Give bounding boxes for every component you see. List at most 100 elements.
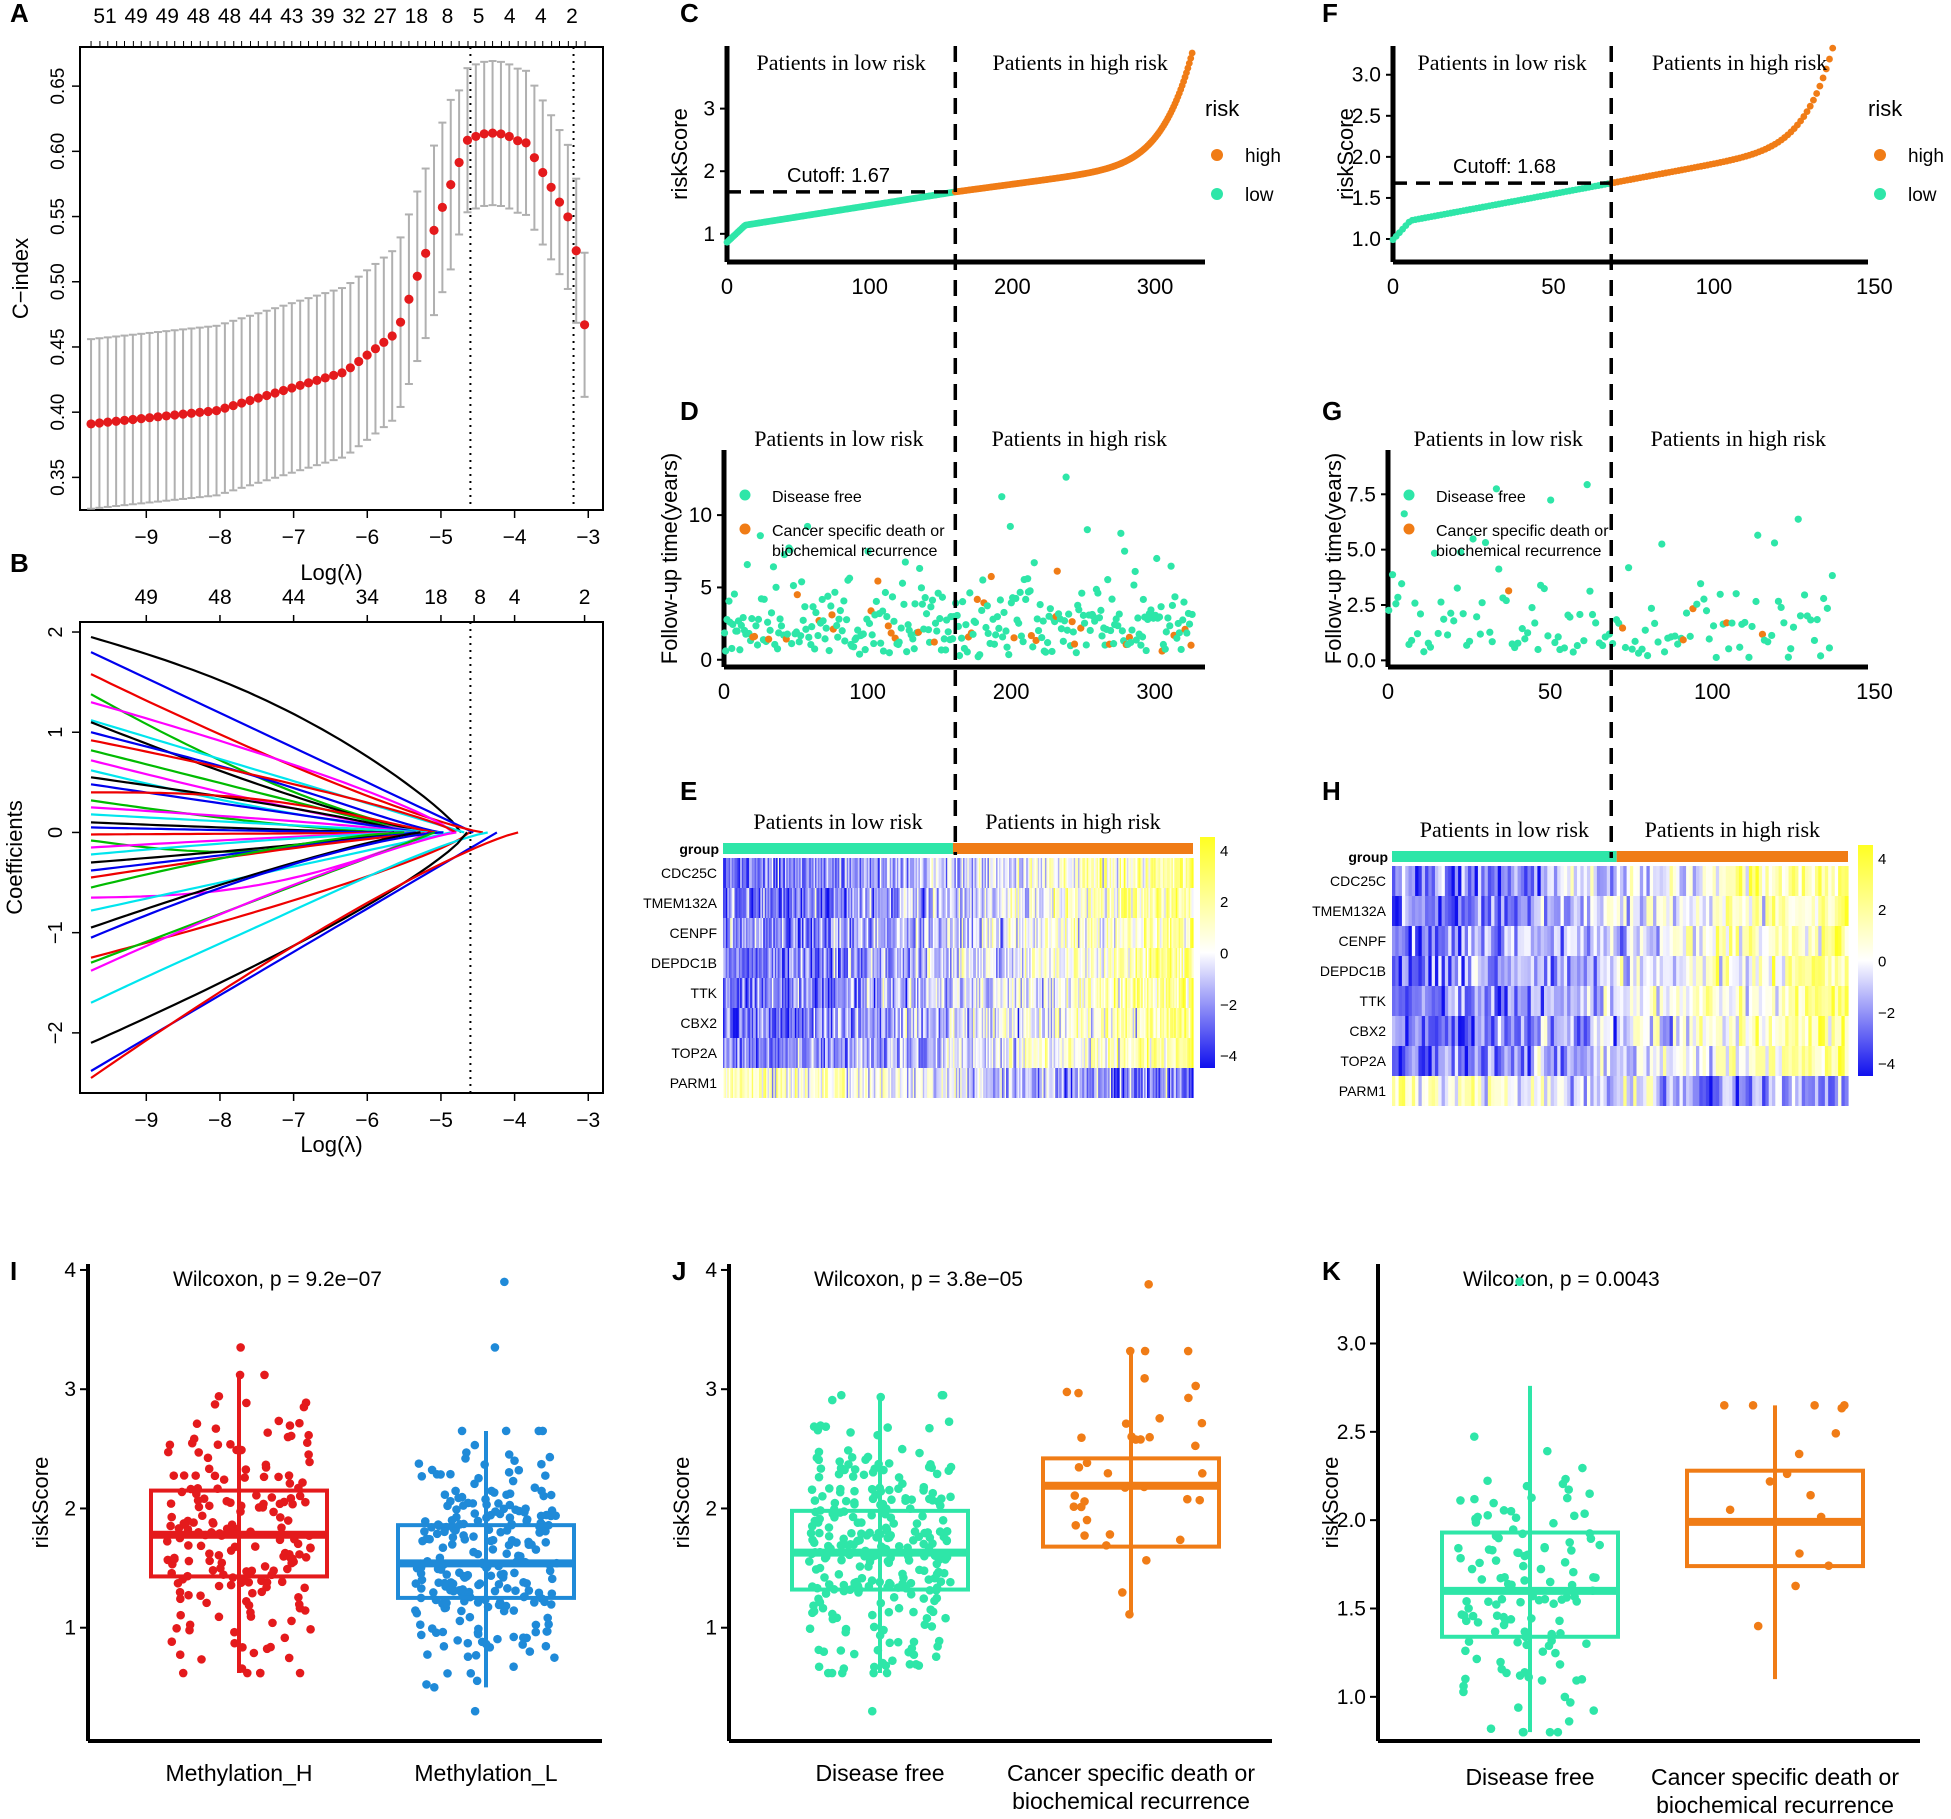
heat-cell-e bbox=[1032, 858, 1035, 888]
heat-cell-h bbox=[1785, 1016, 1790, 1046]
heat-cell-e bbox=[1010, 918, 1013, 948]
heat-cell-e bbox=[873, 888, 876, 918]
heat-cell-e bbox=[957, 1008, 960, 1038]
heat-cell-h bbox=[1438, 1016, 1443, 1046]
followup-point-d bbox=[1012, 594, 1020, 603]
heat-cell-h bbox=[1408, 1046, 1413, 1076]
heat-cell-e bbox=[1096, 978, 1099, 1008]
heat-cell-e bbox=[1044, 858, 1047, 888]
heat-cell-e bbox=[780, 888, 783, 918]
heat-cell-e bbox=[1167, 978, 1170, 1008]
heat-cell-e bbox=[958, 888, 961, 918]
heat-cell-e bbox=[902, 1008, 905, 1038]
heat-cell-e bbox=[791, 858, 795, 888]
heat-cell-e bbox=[1172, 888, 1175, 918]
heat-cell-e bbox=[978, 978, 981, 1008]
heat-cell-e bbox=[883, 1008, 887, 1038]
heat-cell-h bbox=[1401, 1046, 1406, 1076]
heat-cell-e bbox=[948, 948, 951, 978]
heat-cell-e bbox=[1039, 948, 1042, 978]
heat-cell-e bbox=[1129, 948, 1132, 978]
heat-cell-e bbox=[1096, 948, 1099, 978]
heat-cell-e bbox=[744, 918, 747, 948]
heat-cell-e bbox=[858, 1068, 861, 1098]
x-tick-label-f: 150 bbox=[1856, 274, 1893, 299]
heat-cell-e bbox=[1103, 888, 1106, 918]
heat-cell-h bbox=[1517, 866, 1522, 896]
heat-cell-e bbox=[1141, 1068, 1144, 1098]
heat-cell-e bbox=[1147, 1038, 1150, 1068]
followup-point-d bbox=[971, 618, 980, 627]
heat-cell-e bbox=[960, 858, 963, 888]
heat-cell-e bbox=[891, 1068, 894, 1098]
heat-cell-h bbox=[1481, 1016, 1486, 1046]
heat-cell-h bbox=[1781, 1016, 1786, 1046]
heat-cell-e bbox=[879, 1038, 882, 1068]
region-label-low-f: Patients in low risk bbox=[1417, 50, 1586, 75]
followup-point-g bbox=[1820, 594, 1828, 603]
heat-cell-h bbox=[1527, 1046, 1532, 1076]
heat-cell-e bbox=[1182, 1008, 1185, 1038]
heat-cell-h bbox=[1570, 896, 1575, 926]
heat-cell-e bbox=[898, 1038, 901, 1068]
heat-cell-e bbox=[1190, 1038, 1193, 1068]
heat-cell-h bbox=[1438, 926, 1443, 956]
heat-cell-h bbox=[1732, 986, 1737, 1016]
heat-cell-e bbox=[1080, 918, 1083, 948]
heat-cell-e bbox=[1134, 1008, 1137, 1038]
followup-point-d bbox=[927, 603, 935, 611]
heat-cell-e bbox=[1073, 948, 1076, 978]
heat-cell-h bbox=[1560, 956, 1565, 986]
heat-cell-e bbox=[836, 918, 839, 948]
heat-cell-e bbox=[1056, 978, 1059, 1008]
heat-cell-e bbox=[1029, 948, 1032, 978]
heat-cell-e bbox=[1072, 1038, 1075, 1068]
heat-cell-e bbox=[820, 978, 823, 1008]
followup-point-d bbox=[773, 645, 782, 653]
heat-cell-h bbox=[1659, 986, 1664, 1016]
heat-cell-e bbox=[1170, 918, 1173, 948]
heat-cell-e bbox=[1165, 858, 1168, 888]
heat-cell-e bbox=[971, 1038, 974, 1068]
y-tick-label-b: −2 bbox=[45, 1021, 67, 1044]
heat-cell-h bbox=[1441, 896, 1446, 926]
heat-cell-e bbox=[789, 1038, 792, 1068]
heat-cell-e bbox=[1050, 1038, 1053, 1068]
heat-cell-e bbox=[1072, 1008, 1075, 1038]
heat-cell-e bbox=[763, 858, 766, 888]
heat-cell-e bbox=[869, 978, 872, 1008]
heat-cell-e bbox=[1006, 918, 1009, 948]
coef-path-b bbox=[90, 831, 438, 879]
heat-cell-e bbox=[1078, 918, 1081, 948]
heat-cell-h bbox=[1705, 986, 1710, 1016]
heat-cell-h bbox=[1444, 896, 1449, 926]
heat-cell-e bbox=[921, 1068, 924, 1098]
heat-cell-e bbox=[957, 918, 960, 948]
heat-cell-e bbox=[898, 1068, 901, 1098]
heat-cell-e bbox=[1089, 888, 1092, 918]
heat-cell-e bbox=[777, 1008, 780, 1038]
followup-point-d bbox=[983, 602, 991, 610]
heat-cell-h bbox=[1514, 956, 1519, 986]
followup-point-d bbox=[1180, 598, 1188, 606]
heat-cell-e bbox=[1157, 1068, 1160, 1098]
heat-cell-e bbox=[829, 858, 832, 888]
heat-cell-e bbox=[1174, 918, 1177, 948]
followup-point-d bbox=[890, 617, 898, 625]
heat-cell-h bbox=[1824, 956, 1829, 986]
heat-cell-e bbox=[789, 948, 792, 978]
heat-cell-e bbox=[786, 978, 789, 1008]
heat-cell-e bbox=[929, 888, 933, 918]
heat-cell-h bbox=[1752, 1016, 1757, 1046]
heat-cell-e bbox=[727, 1008, 730, 1038]
heat-cell-e bbox=[789, 978, 792, 1008]
heat-cell-e bbox=[735, 918, 738, 948]
heat-cell-e bbox=[948, 978, 951, 1008]
heat-cell-e bbox=[819, 948, 822, 978]
top-tick-label-a: 51 bbox=[93, 5, 116, 28]
heat-cell-e bbox=[935, 918, 938, 948]
heat-cell-h bbox=[1434, 956, 1439, 986]
followup-point-d bbox=[1134, 614, 1142, 622]
heat-cell-e bbox=[911, 858, 914, 888]
heat-cell-e bbox=[1033, 918, 1036, 948]
